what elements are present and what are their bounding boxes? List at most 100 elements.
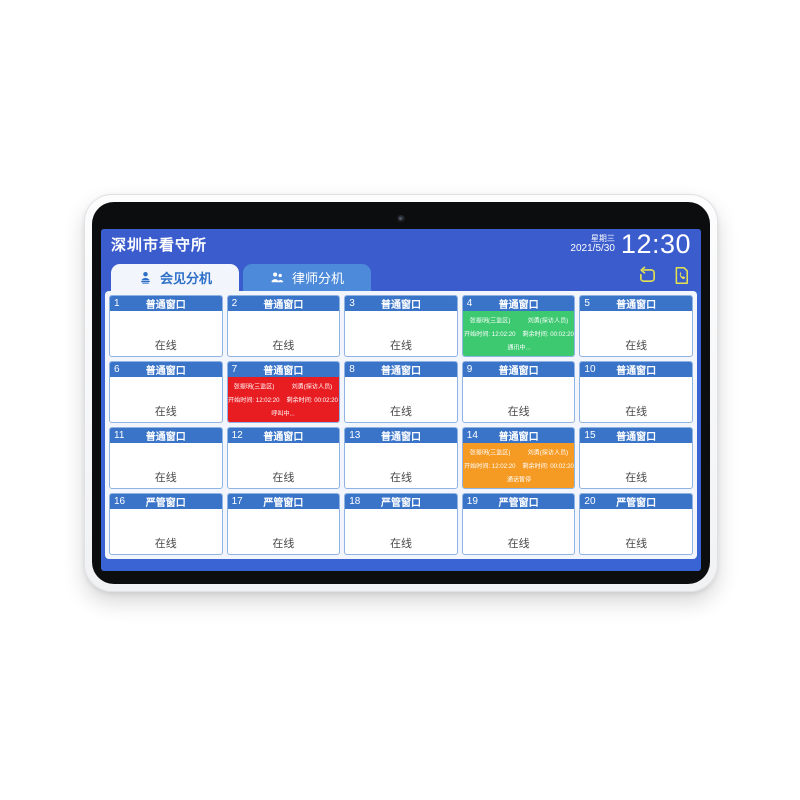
window-cell-header: 17 严管窗口 <box>227 494 340 509</box>
start-time-label: 开始时间: 12:02:20 <box>463 330 516 338</box>
window-cell-5[interactable]: 5 普通窗口 在线 <box>579 295 693 357</box>
window-cell-header: 9 普通窗口 <box>462 362 575 377</box>
window-number: 19 <box>466 496 478 507</box>
window-number: 13 <box>349 430 361 441</box>
call-parties-row: 张振明(三监区) 刘勇(探访人员) <box>228 382 338 391</box>
status-online-label: 在线 <box>625 472 648 484</box>
remaining-time-label: 剩余时间: 00:02:20 <box>522 330 574 338</box>
window-status-body: 在线 <box>228 509 340 554</box>
window-cell-2[interactable]: 2 普通窗口在线 <box>226 295 341 357</box>
time-label: 12:30 <box>620 229 691 259</box>
window-cell-3[interactable]: 3 普通窗口在线 <box>344 295 458 357</box>
window-cell-14[interactable]: 14 普通窗口张振明(三监区) 刘勇(探访人员) 开始时间: 12:02:20 剩余时间… <box>461 427 576 489</box>
window-type-label: 普通窗口 <box>263 300 304 311</box>
window-cell-9[interactable]: 9 普通窗口 在线 <box>461 361 576 423</box>
window-cell-header: 4 普通窗口 <box>462 296 575 311</box>
start-time-label: 开始时间: 12:02:20 <box>228 396 280 404</box>
tab-label: 会见分机 <box>159 271 212 286</box>
window-number: 17 <box>231 496 243 507</box>
call-parties-row: 张振明(三监区) 刘勇(探访人员) <box>464 448 574 457</box>
window-cell-8[interactable]: 8 普通窗口 在线 <box>344 361 458 423</box>
window-cell-20[interactable]: 20 严管窗口 在线 <box>579 493 693 555</box>
window-status-body: 在线 <box>110 377 222 422</box>
window-cell-16[interactable]: 16 严管窗口 在线 <box>109 493 223 555</box>
window-type-label: 普通窗口 <box>145 300 186 311</box>
tab-lawyer-extension[interactable]: 律师分机 <box>243 264 371 291</box>
window-cell-15[interactable]: 15 普通窗口 在线 <box>579 427 693 489</box>
window-cell-12[interactable]: 12 普通窗口 在线 <box>226 427 341 489</box>
window-cell-header: 20 严管窗口 <box>580 494 692 509</box>
window-status-body: 在线 <box>580 443 692 488</box>
detainee-label: 张振明(三监区) <box>234 382 275 390</box>
window-status-body: 在线 <box>110 443 222 488</box>
window-number: 5 <box>584 298 590 309</box>
status-online-label: 在线 <box>154 538 177 550</box>
window-cell-header: 12 普通窗口 <box>227 428 340 443</box>
status-online-label: 在线 <box>154 340 177 352</box>
call-detail: 张振明(三监区) 刘勇(探访人员) 开始时间: 12:02:20 剩余时间: 00:0… <box>464 448 574 483</box>
window-cell-header: 7 普通窗口 <box>227 362 340 377</box>
window-type-label: 普通窗口 <box>380 432 421 443</box>
tab-meeting-extension[interactable]: 会见分机 <box>111 264 239 291</box>
window-cell-header: 13 普通窗口 <box>345 428 457 443</box>
window-cell-header: 5 普通窗口 <box>580 296 692 311</box>
window-grid: 1 普通窗口 在线 2 普通窗口 在线 3 普通窗口 在线 4 普通窗口 张振明(三监区) 刘勇(探访人… <box>105 291 697 559</box>
window-cell-6[interactable]: 6 普通窗口在线 <box>109 361 223 423</box>
date-label: 2021/5/30 <box>570 242 615 254</box>
clock: 星期三 2021/5/30 12:30 <box>570 229 691 259</box>
window-cell-header: 2 普通窗口 <box>227 296 340 311</box>
window-cell-13[interactable]: 13 普通窗口在线 <box>344 427 458 489</box>
window-type-label: 普通窗口 <box>145 366 186 377</box>
call-times-row: 开始时间: 12:02:20 剩余时间: 00:02:20 <box>228 395 338 404</box>
window-cell-header: 19 严管窗口 <box>462 494 575 509</box>
visitor-label: 刘勇(探访人员) <box>292 382 333 390</box>
window-cell-17[interactable]: 17 严管窗口在线 <box>226 493 341 555</box>
window-cell-header: 10 普通窗口 <box>580 362 692 377</box>
window-number: 15 <box>584 430 596 441</box>
toolbar <box>638 266 691 285</box>
call-times-row: 开始时间: 12:02:20 剩余时间: 00:02:20 <box>464 461 574 470</box>
window-type-label: 普通窗口 <box>498 366 539 377</box>
status-online-label: 在线 <box>507 538 530 550</box>
window-number: 6 <box>114 364 120 375</box>
window-number: 16 <box>114 496 126 507</box>
window-cell-header: 3 普通窗口 <box>345 296 457 311</box>
window-cell-19[interactable]: 19 严管窗口在线 <box>461 493 576 555</box>
screen: 深圳市看守所 星期三 2021/5/30 12:30 <box>101 229 701 571</box>
window-cell-11[interactable]: 11 普通窗口 在线 <box>109 427 223 489</box>
clock-date-block: 星期三 2021/5/30 <box>570 234 615 255</box>
call-status-label: 通话暂停 <box>506 475 531 483</box>
status-online-label: 在线 <box>389 472 412 484</box>
call-status-label: 呼叫中... <box>271 409 296 417</box>
start-time-label: 开始时间: 12:02:20 <box>463 462 516 470</box>
window-type-label: 严管窗口 <box>380 498 421 509</box>
window-type-label: 普通窗口 <box>380 366 421 377</box>
window-status-body: 在线 <box>580 377 692 422</box>
window-cell-header: 1 普通窗口 <box>110 296 222 311</box>
window-status-body: 在线 <box>228 311 340 356</box>
window-type-label: 严管窗口 <box>498 498 539 509</box>
window-cell-7[interactable]: 7 普通窗口张振明(三监区) 刘勇(探访人员) 开始时间: 12:02:20 剩余时间:… <box>226 361 341 423</box>
window-call-body: 张振明(三监区) 刘勇(探访人员) 开始时间: 12:02:20 剩余时间: 00:0… <box>462 443 575 488</box>
status-online-label: 在线 <box>389 538 412 550</box>
status-online-label: 在线 <box>625 538 648 550</box>
front-camera <box>397 215 405 223</box>
window-status-body: 在线 <box>110 509 222 554</box>
window-type-label: 普通窗口 <box>145 432 186 443</box>
status-online-label: 在线 <box>272 538 295 550</box>
call-record-icon[interactable] <box>672 266 691 285</box>
status-online-label: 在线 <box>272 340 295 352</box>
window-cell-18[interactable]: 18 严管窗口 在线 <box>344 493 458 555</box>
window-cell-4[interactable]: 4 普通窗口 张振明(三监区) 刘勇(探访人员) 开始时间: 12:02:20 剩余时间:… <box>461 295 576 357</box>
detainee-label: 张振明(三监区) <box>469 316 510 324</box>
window-cell-header: 14 普通窗口 <box>462 428 575 443</box>
tab-bar: 会见分机 律师分机 <box>101 259 701 291</box>
refresh-icon[interactable] <box>638 266 657 285</box>
window-cell-1[interactable]: 1 普通窗口在线 <box>109 295 223 357</box>
window-type-label: 普通窗口 <box>263 432 304 443</box>
status-online-label: 在线 <box>154 406 177 418</box>
status-online-label: 在线 <box>389 340 412 352</box>
window-type-label: 普通窗口 <box>498 300 539 311</box>
window-cell-10[interactable]: 10 普通窗口 在线 <box>579 361 693 423</box>
window-type-label: 严管窗口 <box>263 498 304 509</box>
